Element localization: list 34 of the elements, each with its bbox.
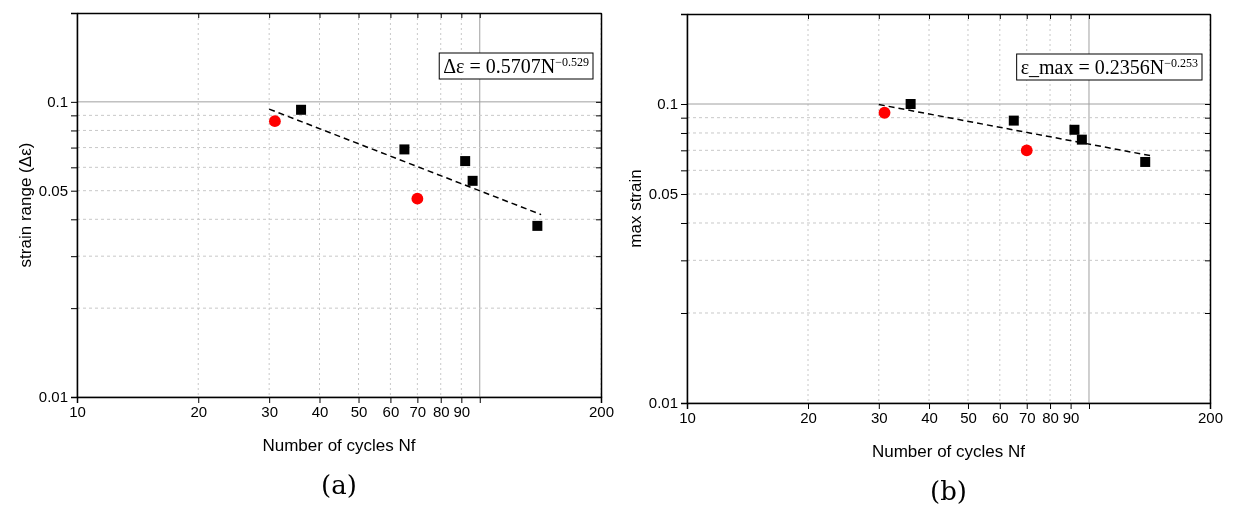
y-tick-label: 0.1 xyxy=(657,95,678,113)
annotation: Δε = 0.5707N$^{−0.529}$ xyxy=(443,55,589,77)
x-tick-label: 200 xyxy=(1197,408,1224,426)
y-tick-label: 0.05 xyxy=(38,182,68,199)
x-tick-label: 80 xyxy=(432,402,450,420)
y-tick-label: 0.05 xyxy=(648,185,678,203)
x-tick-label: 60 xyxy=(991,408,1009,426)
x-tick-label: 70 xyxy=(409,402,427,420)
x-tick-label: 50 xyxy=(350,402,368,420)
x-tick-label: 200 xyxy=(588,402,615,420)
x-tick-label: 30 xyxy=(261,402,279,420)
x-tick-label: 30 xyxy=(870,408,888,426)
y-axis-title: strain range (Δε) xyxy=(16,142,35,268)
y-axis-title: max strain xyxy=(626,169,645,248)
x-tick-label: 60 xyxy=(382,402,400,420)
text: (b) xyxy=(930,476,967,506)
x-tick-label: 10 xyxy=(69,402,86,420)
x-tick-label: 10 xyxy=(679,408,696,426)
text: (a) xyxy=(321,470,357,500)
x-tick-label: 50 xyxy=(960,408,977,426)
x-tick-label: 70 xyxy=(1018,408,1036,426)
y-tick-label: 0.01 xyxy=(38,388,68,406)
annotation: ε_max = 0.2356N$^{−0.253}$ xyxy=(1020,56,1198,78)
y-tick-label: 0.01 xyxy=(648,394,678,412)
x-tick-label: 40 xyxy=(921,408,938,426)
x-tick-label: 80 xyxy=(1042,408,1059,426)
x-axis-title: Number of cycles Nf xyxy=(262,436,416,455)
x-tick-label: 40 xyxy=(311,402,329,420)
x-tick-label: 20 xyxy=(190,402,208,420)
x-axis-title: Number of cycles Nf xyxy=(871,442,1026,461)
x-tick-label: 90 xyxy=(1062,408,1080,426)
x-tick-label: 20 xyxy=(800,408,817,426)
x-tick-label: 90 xyxy=(453,402,471,420)
y-tick-label: 0.1 xyxy=(47,93,68,111)
